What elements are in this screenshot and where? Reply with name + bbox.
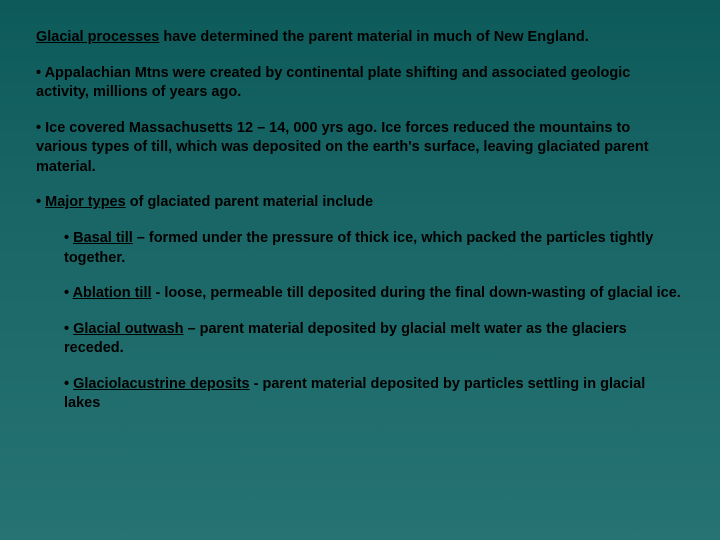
basal-till-rest: – formed under the pressure of thick ice… <box>64 230 653 266</box>
bullet-appalachian: • Appalachian Mtns were created by conti… <box>36 64 684 103</box>
bullet-char: • <box>64 285 73 301</box>
intro-paragraph: Glacial processes have determined the pa… <box>36 28 684 48</box>
intro-rest: have determined the parent material in m… <box>159 29 588 45</box>
major-types-underline: Major types <box>45 194 126 210</box>
bullet-char: • <box>64 321 73 337</box>
glaciolacustrine-underline: Glaciolacustrine deposits <box>73 376 249 392</box>
bullet-char: • <box>36 194 45 210</box>
ablation-till-underline: Ablation till <box>73 285 152 301</box>
subbullet-ablation-till: • Ablation till - loose, permeable till … <box>64 284 684 304</box>
bullet-ice-massachusetts: • Ice covered Massachusetts 12 – 14, 000… <box>36 119 684 178</box>
intro-lead: Glacial processes <box>36 29 159 45</box>
bullet-char: • <box>64 230 73 246</box>
glacial-outwash-underline: Glacial outwash <box>73 321 183 337</box>
subbullet-glacial-outwash: • Glacial outwash – parent material depo… <box>64 320 684 359</box>
major-types-rest: of glaciated parent material include <box>126 194 373 210</box>
subbullet-basal-till: • Basal till – formed under the pressure… <box>64 229 684 268</box>
bullet-major-types: • Major types of glaciated parent materi… <box>36 193 684 213</box>
basal-till-underline: Basal till <box>73 230 133 246</box>
subbullet-glaciolacustrine: • Glaciolacustrine deposits - parent mat… <box>64 375 684 414</box>
bullet-char: • <box>64 376 73 392</box>
ablation-till-rest: - loose, permeable till deposited during… <box>152 285 681 301</box>
